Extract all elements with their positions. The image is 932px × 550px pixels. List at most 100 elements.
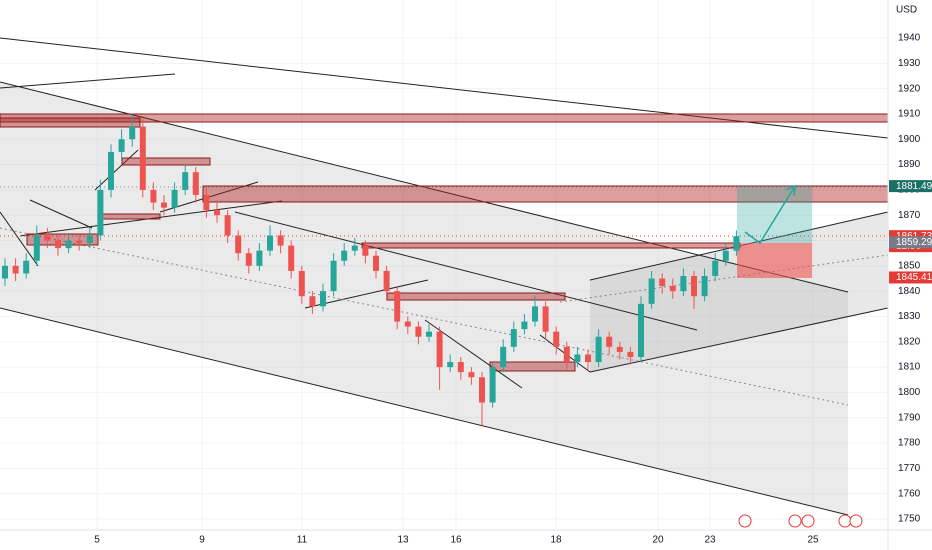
x-tick-label: 11 <box>297 535 308 546</box>
candle-body <box>669 286 676 292</box>
candle-body <box>394 291 401 322</box>
candle-body <box>161 202 167 208</box>
candle-body <box>309 296 316 307</box>
candle-body <box>150 189 157 203</box>
y-tick-label: 1760 <box>898 488 921 499</box>
candle-body <box>436 331 443 368</box>
candle-body <box>2 265 8 279</box>
price-label: 1845.41 <box>896 272 932 283</box>
trend-line <box>0 307 849 516</box>
event-icon <box>849 514 863 528</box>
y-tick-label: 1850 <box>898 260 921 271</box>
candle-body <box>532 306 538 322</box>
candle-body <box>65 240 72 249</box>
y-tick-label: 1910 <box>898 109 921 120</box>
x-tick-label: 25 <box>807 535 819 546</box>
stop-box <box>737 243 812 278</box>
price-label: 1859.29 <box>896 237 932 248</box>
trend-line <box>0 73 176 89</box>
candle-body <box>415 326 422 337</box>
y-tick-label: 1840 <box>898 286 921 297</box>
candle-body <box>447 362 454 368</box>
drawings <box>0 37 889 516</box>
candle-body <box>383 270 390 292</box>
candle-body <box>182 172 189 190</box>
y-tick-label: 1890 <box>898 159 921 170</box>
y-tick-label: 1780 <box>898 438 921 449</box>
y-tick-label: 1930 <box>898 58 921 69</box>
candle-body <box>277 235 284 246</box>
candle-body <box>553 331 560 347</box>
trend-line <box>234 211 698 331</box>
candle-body <box>701 275 708 297</box>
candle-body <box>76 240 83 244</box>
candle-body <box>542 306 549 332</box>
candle-body <box>574 354 581 363</box>
candle-body <box>256 250 263 266</box>
x-tick-label: 9 <box>199 535 205 546</box>
y-tick-label: 1940 <box>898 33 921 44</box>
zone <box>99 213 161 220</box>
candle-body <box>733 236 740 251</box>
candle-body <box>404 321 411 327</box>
y-tick-label: 1750 <box>898 514 921 525</box>
zone <box>489 361 576 372</box>
x-tick-label: 13 <box>397 535 409 546</box>
dotted-line <box>559 254 889 303</box>
y-tick-label: 1820 <box>898 336 921 347</box>
candle-body <box>500 346 507 368</box>
candle-body <box>616 346 623 352</box>
x-tick-label: 23 <box>704 535 716 546</box>
trend-line <box>29 199 93 229</box>
candle-body <box>648 278 655 304</box>
candle-body <box>86 235 93 244</box>
candle-body <box>12 265 19 274</box>
candle-body <box>245 253 252 266</box>
target-box <box>737 186 812 243</box>
candle-body <box>627 351 634 357</box>
candle-body <box>712 260 719 276</box>
candle-body <box>203 194 210 211</box>
candle-body <box>563 346 570 363</box>
candle-body <box>55 240 61 249</box>
arrow-head <box>785 184 796 197</box>
candle-body <box>351 245 358 251</box>
y-tick-label: 1810 <box>898 362 921 373</box>
price-label: 1881.49 <box>896 181 932 192</box>
candle-body <box>214 210 220 216</box>
candle-body <box>680 275 687 292</box>
candle-body <box>479 377 485 403</box>
trend-line <box>94 149 139 191</box>
event-icon <box>838 514 852 528</box>
trend-line <box>0 211 39 267</box>
x-tick-label: 18 <box>550 535 562 546</box>
rising-channel <box>590 212 888 372</box>
candle-body <box>638 303 644 357</box>
candle-body <box>691 275 697 297</box>
candle-body <box>521 321 528 330</box>
y-tick-label: 1830 <box>898 311 921 322</box>
event-icon <box>738 514 752 528</box>
dotted-line <box>0 227 849 406</box>
trend-line <box>424 319 523 389</box>
candle-body <box>33 235 40 261</box>
candle-body <box>362 245 369 256</box>
candle-body <box>468 372 475 378</box>
currency: USD <box>896 5 917 16</box>
channel <box>0 82 848 515</box>
candle-body <box>298 270 305 297</box>
zone <box>386 292 566 301</box>
x-tick-label: 20 <box>652 535 664 546</box>
candle-body <box>606 336 613 347</box>
candle-body <box>267 235 273 251</box>
candle-body <box>659 278 666 287</box>
candle-body <box>489 367 496 403</box>
trend-line <box>589 307 889 373</box>
zone <box>121 157 211 166</box>
candle-body <box>97 189 104 236</box>
event-icon <box>801 514 815 528</box>
candle-body <box>171 189 178 208</box>
candle-body <box>118 139 125 152</box>
x-tick-label: 16 <box>450 535 462 546</box>
y-tick-label: 1790 <box>898 412 921 423</box>
